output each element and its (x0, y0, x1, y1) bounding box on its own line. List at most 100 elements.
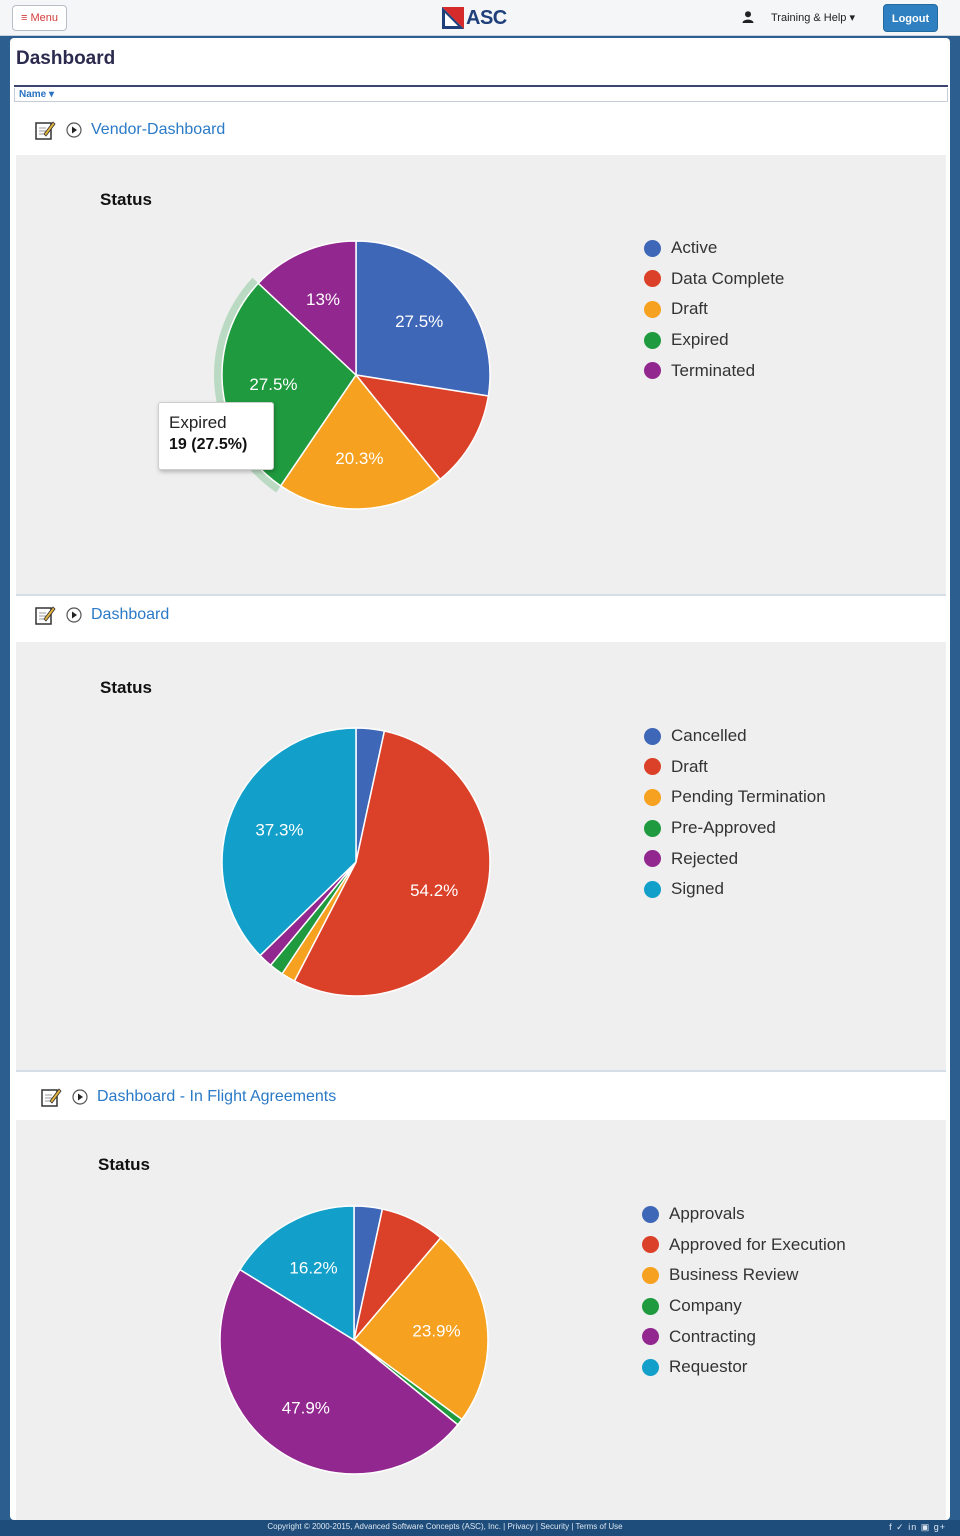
pie-slice-draft[interactable] (279, 373, 442, 510)
in-flight-agreements-link[interactable]: Dashboard - In Flight Agreements (97, 1088, 337, 1105)
legend-label: Pre-Approved (671, 818, 776, 838)
legend-dot (642, 1236, 659, 1254)
edit-icon[interactable] (40, 1086, 62, 1108)
dashboard-link[interactable]: Dashboard (91, 606, 170, 623)
legend-label: Pending Termination (671, 787, 826, 807)
legend-label: Signed (671, 879, 724, 899)
legend-dot (644, 850, 661, 868)
top-navbar: ≡ Menu ASC Training & Help ▾ Logout (0, 0, 960, 36)
legend-dot (644, 727, 661, 745)
legend-label: Cancelled (671, 726, 747, 746)
chart-area-vendor: Status 27.5% 20.3% 27.5% 13% Active Data Co… (16, 155, 946, 596)
legend-dot (642, 1297, 659, 1315)
legend-dot (642, 1328, 659, 1346)
dashboard-panel: Dashboard Name ▾ Vendor-Dashboard Status… (10, 38, 950, 1520)
legend-item-data-complete[interactable]: Data Complete (644, 264, 784, 295)
legend-dot (644, 758, 661, 776)
legend-item-pending-termination[interactable]: Pending Termination (644, 782, 826, 813)
status-pie-chart-in-flight[interactable]: 23.9% 47.9% 16.2% (194, 1180, 514, 1500)
menu-button[interactable]: ≡ Menu (12, 5, 67, 31)
sort-bar: Name ▾ (14, 88, 948, 102)
pie-slice-label: 47.9% (282, 1399, 330, 1418)
legend-label: Expired (671, 330, 729, 350)
chart-area-in-flight: Status 23.9% 47.9% 16.2% Approvals Approve… (16, 1120, 946, 1520)
chart-title: Status (100, 678, 152, 697)
vendor-dashboard-link[interactable]: Vendor-Dashboard (91, 121, 226, 138)
legend-item-draft[interactable]: Draft (644, 294, 784, 325)
logo-text: ASC (466, 6, 507, 29)
legend-item-draft[interactable]: Draft (644, 752, 826, 783)
legend-item-requestor[interactable]: Requestor (642, 1352, 846, 1383)
title-divider (14, 85, 948, 87)
pie-slice-label: 37.3% (255, 821, 303, 840)
legend-dot (644, 300, 661, 318)
legend-label: Draft (671, 299, 708, 319)
chart-title: Status (100, 190, 152, 209)
pie-slice-data-complete[interactable] (354, 373, 490, 481)
training-help-dropdown[interactable]: Training & Help ▾ (771, 12, 855, 24)
play-icon[interactable] (72, 1089, 88, 1105)
status-pie-chart-dashboard[interactable]: 54.2% 37.3% (196, 702, 516, 1022)
legend-item-approved-for-execution[interactable]: Approved for Execution (642, 1230, 846, 1261)
legend-in-flight: Approvals Approved for Execution Busines… (642, 1199, 846, 1383)
legend-item-pre-approved[interactable]: Pre-Approved (644, 813, 826, 844)
pie-slice-label: 13% (306, 290, 340, 309)
asc-logo[interactable]: ASC (442, 5, 507, 31)
legend-dot (644, 788, 661, 806)
legend-dot (644, 362, 661, 380)
legend-dot (642, 1266, 659, 1284)
pie-slice-business-review[interactable] (352, 1236, 489, 1421)
legend-vendor: Active Data Complete Draft Expired Termi… (644, 233, 784, 386)
social-icons[interactable]: f ✓ in ▣ g+ (889, 1522, 946, 1532)
play-icon[interactable] (66, 122, 82, 138)
play-icon[interactable] (66, 607, 82, 623)
legend-label: Company (669, 1296, 742, 1316)
pie-slice-label: 23.9% (412, 1321, 460, 1340)
chart-title: Status (98, 1155, 150, 1174)
pie-slice-label: 54.2% (410, 881, 458, 900)
legend-item-terminated[interactable]: Terminated (644, 355, 784, 386)
pie-slice-contracting[interactable] (219, 1268, 459, 1475)
legend-item-active[interactable]: Active (644, 233, 784, 264)
footer: Copyright © 2000-2015, Advanced Software… (0, 1520, 960, 1536)
legend-dashboard: Cancelled Draft Pending Termination Pre-… (644, 721, 826, 905)
chart-tooltip: Expired 19 (27.5%) (158, 402, 274, 470)
legend-item-cancelled[interactable]: Cancelled (644, 721, 826, 752)
legend-label: Approved for Execution (669, 1234, 846, 1254)
legend-item-contracting[interactable]: Contracting (642, 1321, 846, 1352)
logout-button[interactable]: Logout (883, 4, 938, 32)
status-pie-chart-vendor[interactable]: 27.5% 20.3% 27.5% 13% (196, 215, 516, 535)
pie-slice-terminated[interactable] (257, 240, 357, 377)
legend-item-approvals[interactable]: Approvals (642, 1199, 846, 1230)
edit-icon[interactable] (34, 119, 56, 141)
legend-label: Contracting (669, 1326, 756, 1346)
pie-slice-requestor[interactable] (238, 1205, 355, 1342)
legend-item-expired[interactable]: Expired (644, 325, 784, 356)
legend-item-business-review[interactable]: Business Review (642, 1260, 846, 1291)
legend-label: Draft (671, 756, 708, 776)
legend-label: Active (671, 238, 718, 258)
name-sort-dropdown[interactable]: Name ▾ (19, 89, 55, 100)
pie-slice-draft[interactable] (293, 730, 491, 997)
legend-dot (644, 880, 661, 898)
user-icon (742, 11, 754, 23)
footer-copyright: Copyright © 2000-2015, Advanced Software… (267, 1522, 623, 1531)
pie-slice-label: 20.3% (335, 449, 383, 468)
tooltip-label: Expired (169, 413, 227, 432)
pie-slice-signed[interactable] (221, 727, 357, 957)
chart-area-dashboard: Status 54.2% 37.3% Cancelled Draft Pendin… (16, 642, 946, 1072)
edit-icon[interactable] (34, 604, 56, 626)
section-header-in-flight: Dashboard - In Flight Agreements (40, 1083, 336, 1111)
pie-slice-label: 16.2% (289, 1258, 337, 1277)
pie-slice-label: 27.5% (249, 375, 297, 394)
legend-label: Requestor (669, 1357, 748, 1377)
legend-item-signed[interactable]: Signed (644, 874, 826, 905)
legend-item-company[interactable]: Company (642, 1291, 846, 1322)
section-header-vendor: Vendor-Dashboard (34, 116, 225, 144)
page-title: Dashboard (16, 48, 116, 69)
legend-item-rejected[interactable]: Rejected (644, 843, 826, 874)
legend-label: Data Complete (671, 268, 785, 288)
legend-dot (644, 819, 661, 837)
legend-label: Rejected (671, 848, 739, 868)
pie-slice-active[interactable] (355, 240, 491, 397)
